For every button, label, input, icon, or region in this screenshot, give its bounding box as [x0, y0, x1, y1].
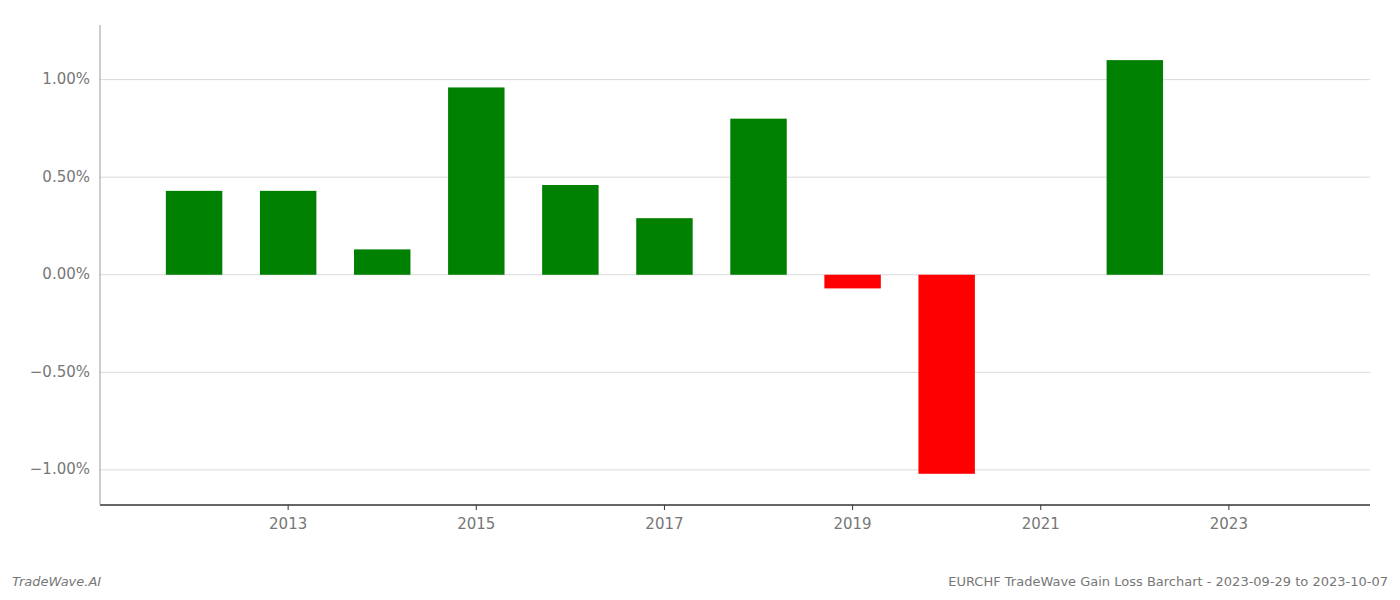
y-axis-line: [100, 25, 101, 505]
x-tick-label: 2019: [833, 515, 871, 533]
x-tick-label: 2023: [1210, 515, 1248, 533]
y-tick-label: −1.00%: [30, 460, 90, 478]
chart-container: −1.00%−0.50%0.00%0.50%1.00%2013201520172…: [0, 0, 1400, 600]
y-grid: [100, 80, 1370, 470]
x-tick-labels: 2013 2015 2017 2019 2021 2023: [269, 505, 1248, 533]
x-tick: [476, 505, 477, 510]
bar: [166, 191, 222, 275]
grid-line: [100, 79, 1370, 80]
x-tick: [1228, 505, 1229, 510]
bar: [448, 87, 504, 274]
x-tick: [288, 505, 289, 510]
bar: [918, 275, 974, 474]
title: EURCHF TradeWave Gain Loss Barchart - 20…: [948, 574, 1388, 589]
x-axis-line: [100, 504, 1370, 506]
y-tick-label: 0.00%: [42, 265, 90, 283]
grid-line: [100, 469, 1370, 470]
x-tick-label: 2021: [1022, 515, 1060, 533]
bars: [166, 60, 1163, 474]
x-tick-label: 2015: [457, 515, 495, 533]
y-tick-label: −0.50%: [30, 363, 90, 381]
y-tick-label: 1.00%: [42, 70, 90, 88]
y-tick-labels: −1.00% −0.50% 0.00% 0.50% 1.00%: [30, 70, 90, 478]
footer-left: TradeWave.AI: [12, 574, 101, 589]
bar: [730, 119, 786, 275]
bar: [824, 275, 880, 289]
axes: [100, 25, 1370, 505]
grid-line: [100, 372, 1370, 373]
bar: [636, 218, 692, 275]
x-tick-label: 2017: [645, 515, 683, 533]
x-tick: [664, 505, 665, 510]
bar: [1107, 60, 1163, 275]
x-tick-label: 2013: [269, 515, 307, 533]
y-tick-label: 0.50%: [42, 168, 90, 186]
bar: [354, 249, 410, 274]
chart-svg: −1.00%−0.50%0.00%0.50%1.00%2013201520172…: [0, 0, 1400, 600]
x-tick: [1040, 505, 1041, 510]
background: [0, 0, 1400, 600]
bar: [260, 191, 316, 275]
bar: [1013, 274, 1069, 275]
x-tick: [852, 505, 853, 510]
bar: [542, 185, 598, 275]
